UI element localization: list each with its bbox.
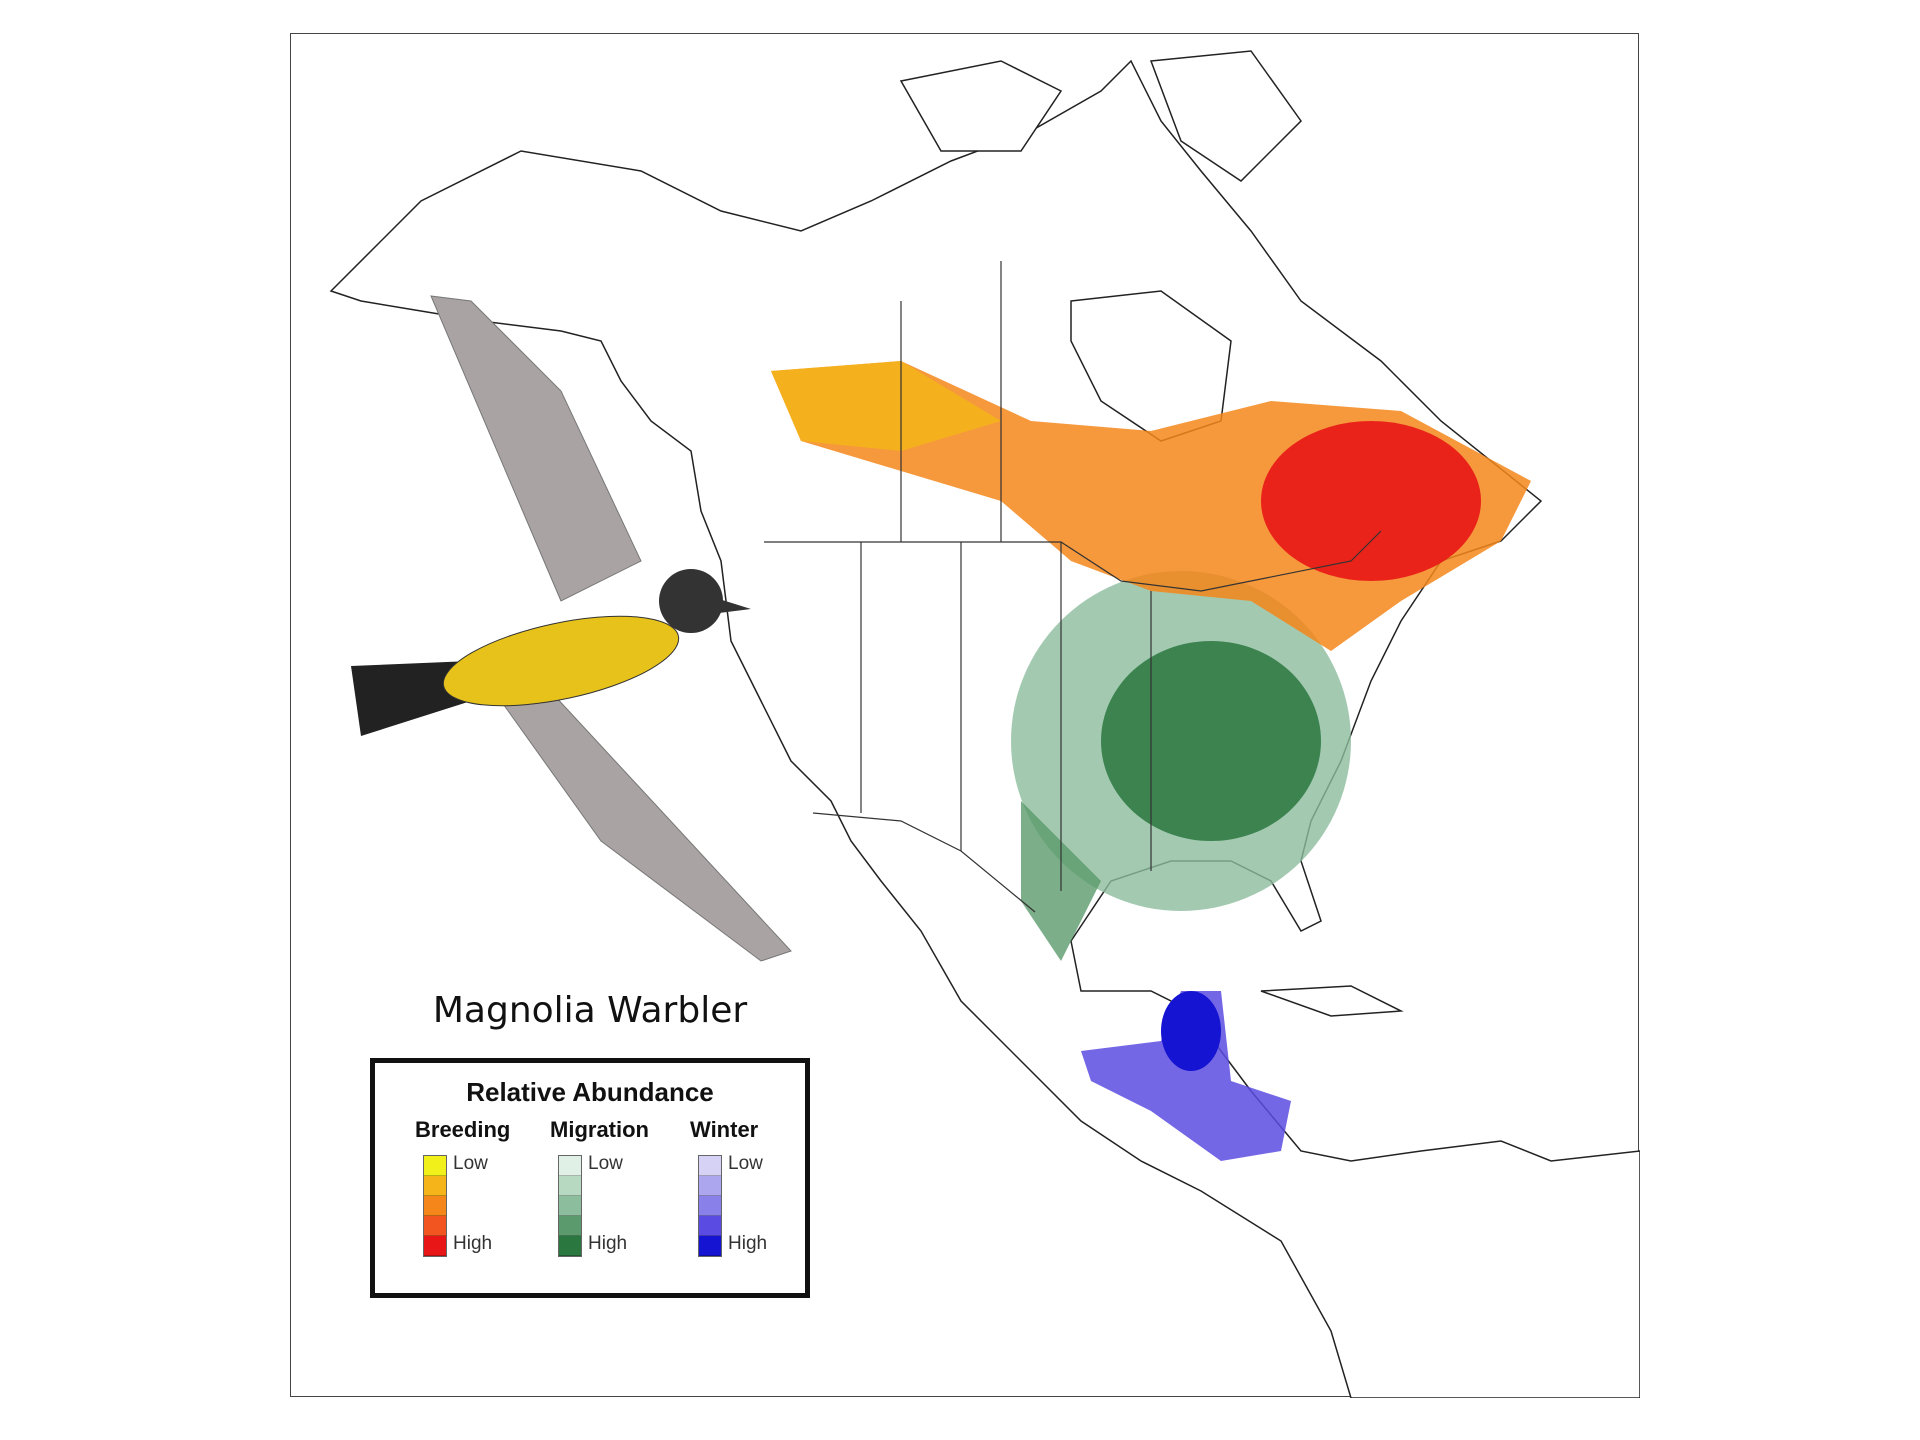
low-label: Low [453,1153,488,1174]
color-swatch [424,1216,446,1236]
lower-wing [500,680,792,962]
color-swatch [559,1196,581,1216]
legend-migration: Migration Low High [550,1117,690,1257]
color-swatch [699,1156,721,1176]
color-swatch [699,1216,721,1236]
breeding-range-core [1261,421,1481,581]
color-swatch [559,1156,581,1176]
low-label: Low [588,1153,623,1174]
legend-season-label: Migration [550,1117,649,1142]
color-ramp [423,1155,447,1257]
upper-wing [430,295,642,602]
range-map [329,50,1640,1398]
color-ramp [698,1155,722,1257]
high-label: High [588,1233,628,1254]
color-swatch [699,1236,721,1256]
color-swatch [699,1196,721,1216]
winter-range [1081,991,1291,1161]
color-swatch [559,1176,581,1196]
continent-outline [329,50,1640,1398]
low-label: Low [728,1153,763,1174]
range-layers [771,361,1531,1161]
legend-breeding: Breeding Low High [415,1117,555,1257]
color-ramp [558,1155,582,1257]
caribbean-island [1260,985,1404,1017]
color-swatch [424,1156,446,1176]
legend: Relative Abundance Breeding Low High Mig… [370,1058,810,1298]
map-frame [290,33,1640,1398]
migration-range-core [1101,641,1321,841]
bird-body [442,615,680,707]
high-label: High [728,1233,768,1254]
color-swatch [424,1236,446,1256]
high-label: High [453,1233,493,1254]
beak [719,599,751,613]
color-swatch [424,1196,446,1216]
legend-title: Relative Abundance [466,1077,714,1107]
legend-season-label: Breeding [415,1117,511,1142]
legend-winter: Winter Low High [690,1117,830,1257]
winter-range-core [1161,991,1221,1071]
color-swatch [699,1176,721,1196]
arctic-island [1149,50,1302,182]
color-swatch [559,1216,581,1236]
tail [351,661,471,736]
arctic-island [899,60,1063,152]
color-swatch [559,1236,581,1256]
us-canada-border [764,530,1382,592]
legend-season-label: Winter [690,1117,759,1142]
species-title: Magnolia Warbler [432,990,748,1031]
breeding-range-west [771,361,1001,451]
us-mexico-border [812,812,1036,913]
color-swatch [424,1176,446,1196]
bird-illustration [351,295,792,962]
borders [764,261,1382,913]
bird-head [659,569,723,633]
